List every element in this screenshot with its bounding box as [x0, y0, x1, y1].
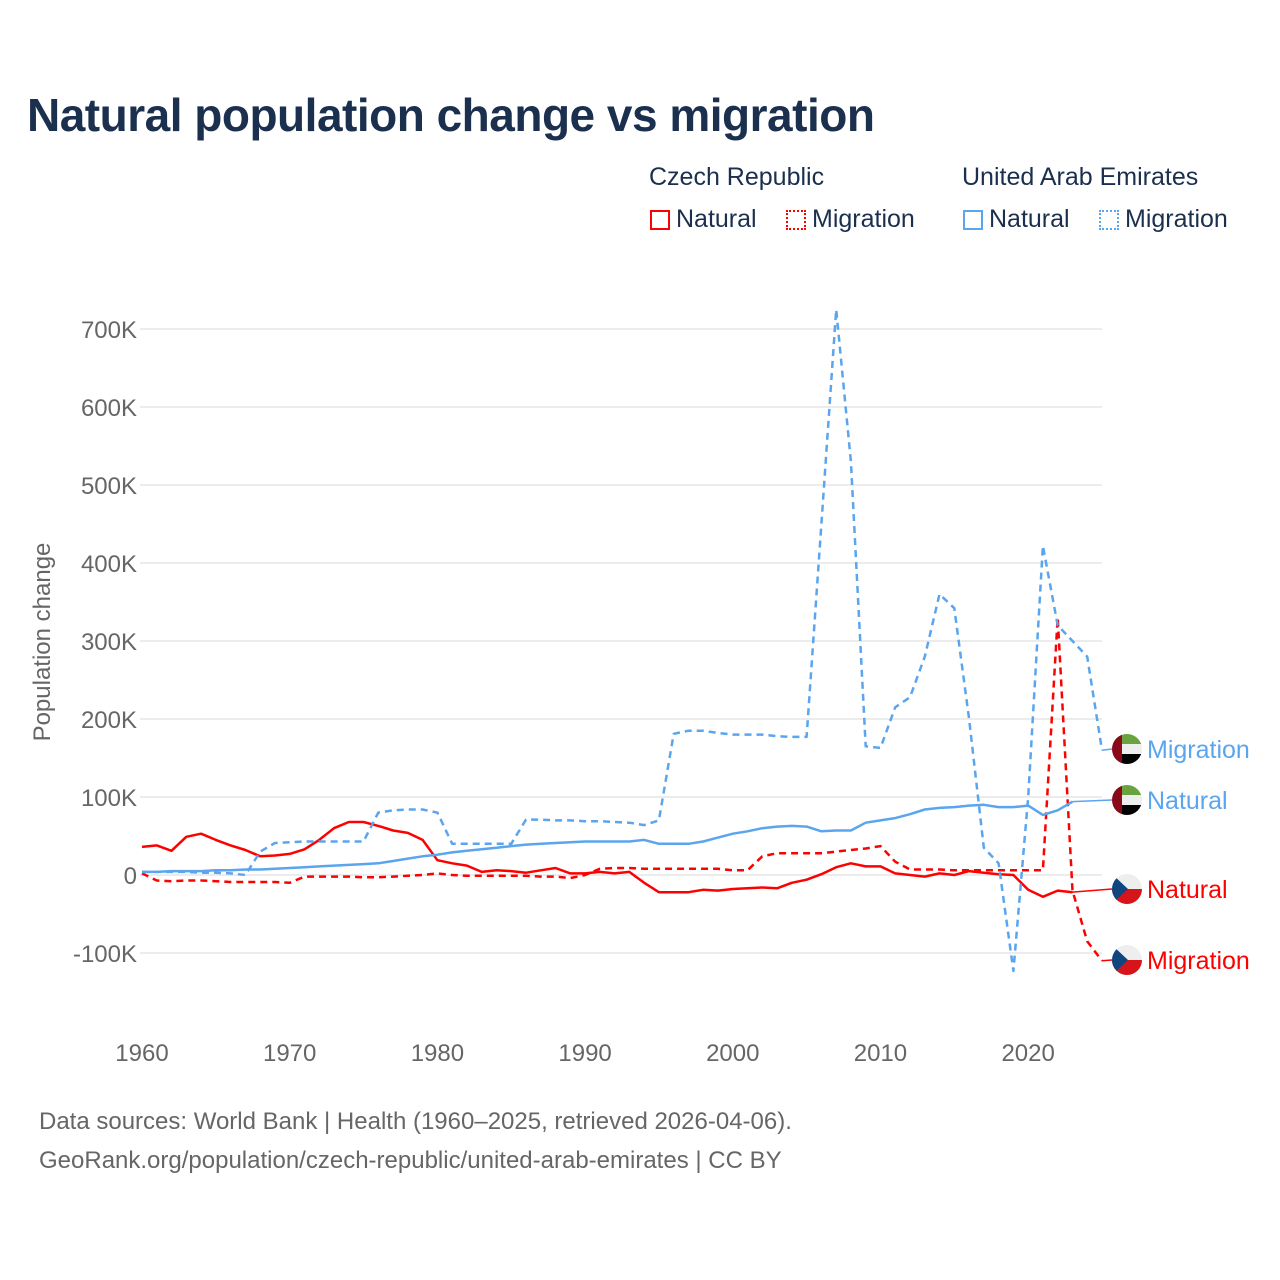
x-tick-label: 1980: [411, 1040, 464, 1067]
flag-stripe: [1112, 785, 1142, 795]
end-label-connector: [1101, 959, 1113, 962]
flag-stripe: [1112, 744, 1142, 754]
series-line-cz-migration: [141, 616, 1103, 962]
flag-triangle: [1112, 945, 1128, 975]
x-tick-label: 1970: [263, 1040, 316, 1067]
end-label-ae-natural: Natural: [1147, 787, 1228, 815]
x-tick-label: 2020: [1001, 1040, 1054, 1067]
chart-title: Natural population change vs migration: [27, 89, 875, 141]
end-label-cz-migration: Migration: [1147, 947, 1250, 975]
x-tick-label: 1990: [558, 1040, 611, 1067]
legend-cz-migration[interactable]: Migration: [786, 205, 915, 234]
series-line-cz-natural: [141, 820, 1073, 899]
series-line-ae-migration: [142, 308, 1104, 973]
end-label-cz-natural: Natural: [1147, 876, 1228, 904]
legend-uae-migration[interactable]: Migration: [1099, 205, 1228, 234]
y-tick-label: 200K: [81, 707, 137, 734]
y-tick-label: 700K: [81, 317, 137, 344]
flag-stripe: [1112, 795, 1142, 805]
legend-swatch-dotted-icon: [786, 209, 806, 230]
legend-swatch-solid-icon: [963, 209, 983, 230]
legend-label: Natural: [676, 205, 757, 233]
legend-label: Migration: [1125, 205, 1228, 233]
legend-group-uae: United Arab Emirates: [962, 163, 1199, 191]
legend-label: Natural: [989, 205, 1070, 233]
legend-label: Migration: [812, 205, 915, 233]
y-tick-label: 600K: [81, 395, 137, 422]
legend-swatch-dotted-icon: [1099, 209, 1119, 230]
legend-group-czech-republic: Czech Republic: [649, 163, 825, 191]
end-label-connector: [1072, 888, 1113, 893]
flag-clip: [1112, 734, 1142, 764]
x-tick-label: 2010: [854, 1040, 907, 1067]
flag-stripe: [1112, 754, 1142, 764]
flag-triangle: [1112, 874, 1128, 904]
y-tick-label: 500K: [81, 473, 137, 500]
y-tick-label: 100K: [81, 785, 137, 812]
footer-link[interactable]: GeoRank.org/population/czech-republic/un…: [39, 1147, 782, 1174]
y-axis-label: Population change: [29, 543, 56, 742]
y-tick-label: 0: [124, 863, 137, 890]
flag-stripe: [1112, 734, 1142, 744]
flag-stripe: [1112, 805, 1142, 815]
end-label-ae-migration: Migration: [1147, 736, 1250, 764]
end-label-connector: [1072, 799, 1113, 803]
flag-clip: [1112, 874, 1142, 904]
flag-stripe: [1112, 734, 1122, 764]
czech-flag-icon: [1112, 945, 1142, 975]
legend-uae-natural[interactable]: Natural: [963, 205, 1070, 234]
flag-stripe: [1112, 785, 1122, 815]
y-tick-label: -100K: [73, 941, 137, 968]
czech-flag-icon: [1112, 874, 1142, 904]
uae-flag-icon: [1112, 734, 1142, 764]
uae-flag-icon: [1112, 785, 1142, 815]
legend-swatch-solid-icon: [650, 209, 670, 230]
x-tick-label: 1960: [115, 1040, 168, 1067]
footer-source: Data sources: World Bank | Health (1960–…: [39, 1108, 792, 1135]
y-tick-label: 400K: [81, 551, 137, 578]
legend-cz-natural[interactable]: Natural: [650, 205, 757, 234]
y-tick-label: 300K: [81, 629, 137, 656]
flag-clip: [1112, 945, 1142, 975]
series-line-ae-natural: [142, 800, 1074, 874]
flag-clip: [1112, 785, 1142, 815]
x-tick-label: 2000: [706, 1040, 759, 1067]
end-label-connector: [1101, 748, 1113, 751]
